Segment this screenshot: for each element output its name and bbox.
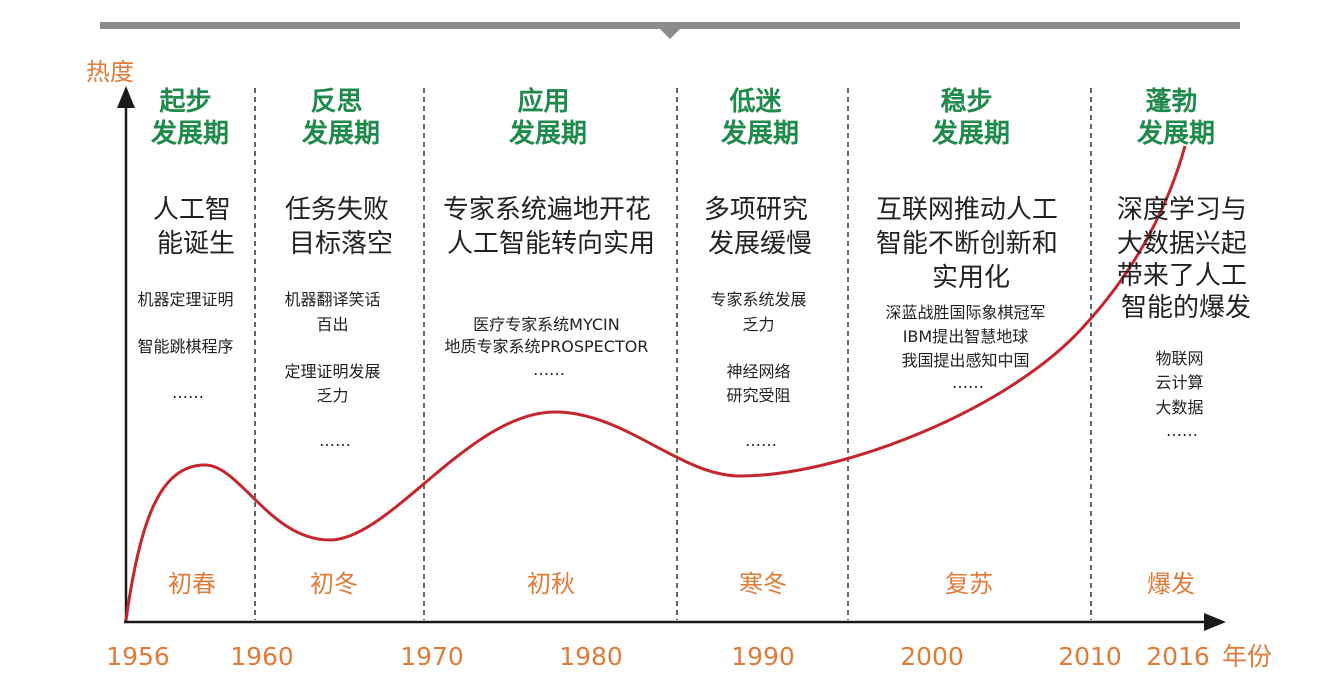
top-bar — [100, 22, 1240, 29]
year-2016: 2016 — [1146, 642, 1210, 671]
phase-title-3: 应用 发展期 — [508, 86, 587, 149]
year-2010: 2010 — [1058, 642, 1122, 671]
phase-summary-4: 多项研究 发展缓慢 — [704, 195, 816, 259]
phase-summary-6: 深度学习与 大数据兴起 带来了人工 智能的爆发 — [1117, 195, 1255, 323]
top-bar-notch — [660, 29, 680, 39]
phase-title-6: 蓬勃 发展期 — [1136, 87, 1215, 149]
phase-details-1: 机器定理证明 智能跳棋程序 …… — [137, 290, 238, 402]
season-4: 寒冬 — [739, 570, 787, 598]
year-1960: 1960 — [230, 642, 294, 671]
season-3: 初秋 — [527, 570, 575, 598]
year-2000: 2000 — [900, 642, 964, 671]
phase-title-5: 稳步 发展期 — [931, 86, 1010, 149]
phase-summary-2: 任务失败 目标落空 — [285, 195, 397, 259]
y-axis-label: 热度 — [86, 58, 134, 86]
season-1: 初春 — [168, 570, 216, 598]
season-5: 复苏 — [945, 570, 993, 598]
season-6: 爆发 — [1147, 570, 1195, 598]
phase-summary-5: 互联网推动人工 智能不断创新和 实用化 — [876, 195, 1066, 293]
heat-curve — [124, 145, 1187, 621]
year-1956: 1956 — [106, 642, 170, 671]
phase-details-5: 深蓝战胜国际象棋冠军 IBM提出智慧地球 我国提出感知中国 …… — [885, 303, 1050, 392]
x-axis-arrow — [1204, 613, 1226, 631]
phase-details-4: 专家系统发展 乏力 神经网络 研究受阻 …… — [710, 290, 811, 450]
phase-details-2: 机器翻译笑话 百出 定理证明发展 乏力 …… — [284, 290, 385, 450]
year-1980: 1980 — [559, 642, 623, 671]
phase-summary-1: 人工智 能诞生 — [153, 195, 239, 259]
phase-details-6: 物联网 云计算 大数据 …… — [1155, 349, 1208, 440]
year-1990: 1990 — [731, 642, 795, 671]
phase-title-4: 低迷 发展期 — [720, 87, 799, 149]
year-1970: 1970 — [400, 642, 464, 671]
phase-dividers — [254, 88, 1092, 620]
y-axis-arrow — [117, 86, 135, 108]
phase-title-2: 反思 发展期 — [301, 87, 380, 149]
phase-details-3: 医疗专家系统MYCIN 地质专家系统PROSPECTOR …… — [444, 315, 653, 379]
phase-title-1: 起步 发展期 — [150, 86, 229, 149]
phase-summary-3: 专家系统遍地开花 人工智能转向实用 — [443, 195, 659, 259]
season-2: 初冬 — [310, 570, 358, 598]
x-axis-unit-label: 年份 — [1222, 642, 1272, 671]
